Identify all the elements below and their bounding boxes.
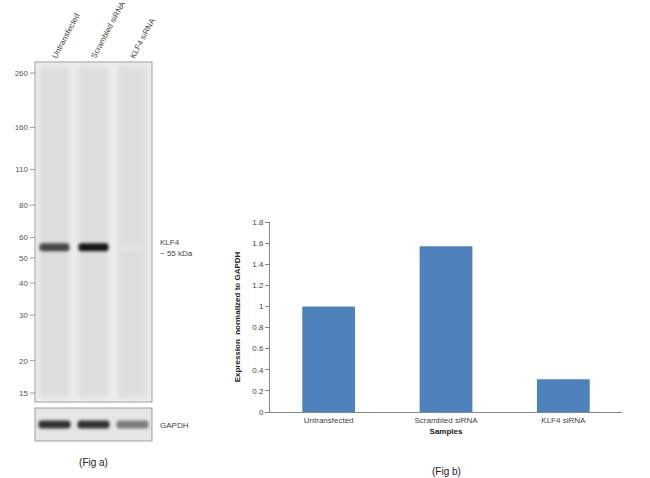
svg-text:Untransfected: Untransfected <box>50 12 81 60</box>
svg-text:0.8: 0.8 <box>252 323 264 332</box>
svg-text:KLF4: KLF4 <box>160 238 180 247</box>
svg-text:260: 260 <box>15 69 29 78</box>
svg-text:0: 0 <box>259 408 264 417</box>
svg-text:1.4: 1.4 <box>252 260 264 269</box>
svg-text:1: 1 <box>259 302 264 311</box>
svg-text:160: 160 <box>15 123 29 132</box>
svg-text:Scrambled siRNA: Scrambled siRNA <box>414 416 478 425</box>
svg-text:1.2: 1.2 <box>252 281 264 290</box>
svg-text:1.6: 1.6 <box>252 239 264 248</box>
svg-text:Scrambled siRNA: Scrambled siRNA <box>89 0 127 60</box>
svg-text:Untransfected: Untransfected <box>304 416 354 425</box>
svg-text:(Fig b): (Fig b) <box>432 466 461 477</box>
svg-text:~ 55 kDa: ~ 55 kDa <box>160 249 193 258</box>
svg-text:110: 110 <box>15 165 28 174</box>
svg-text:0.4: 0.4 <box>252 366 264 375</box>
svg-text:40: 40 <box>19 279 28 288</box>
svg-text:20: 20 <box>19 357 28 366</box>
svg-text:15: 15 <box>19 389 28 398</box>
svg-text:GAPDH: GAPDH <box>160 421 189 430</box>
svg-text:(Fig a): (Fig a) <box>79 457 108 468</box>
svg-text:60: 60 <box>19 233 28 242</box>
svg-text:KLF4 siRNA: KLF4 siRNA <box>128 16 157 60</box>
svg-text:0.2: 0.2 <box>252 387 264 396</box>
svg-text:0.6: 0.6 <box>252 344 264 353</box>
svg-text:50: 50 <box>19 254 28 263</box>
svg-text:80: 80 <box>19 201 28 210</box>
svg-text:KLF4 siRNA: KLF4 siRNA <box>541 416 586 425</box>
svg-text:Samples: Samples <box>430 427 463 436</box>
svg-text:Expression normalized to GAPD: Expression normalized to GAPDH <box>233 251 242 382</box>
svg-text:30: 30 <box>19 311 28 320</box>
svg-text:1.8: 1.8 <box>252 218 264 227</box>
